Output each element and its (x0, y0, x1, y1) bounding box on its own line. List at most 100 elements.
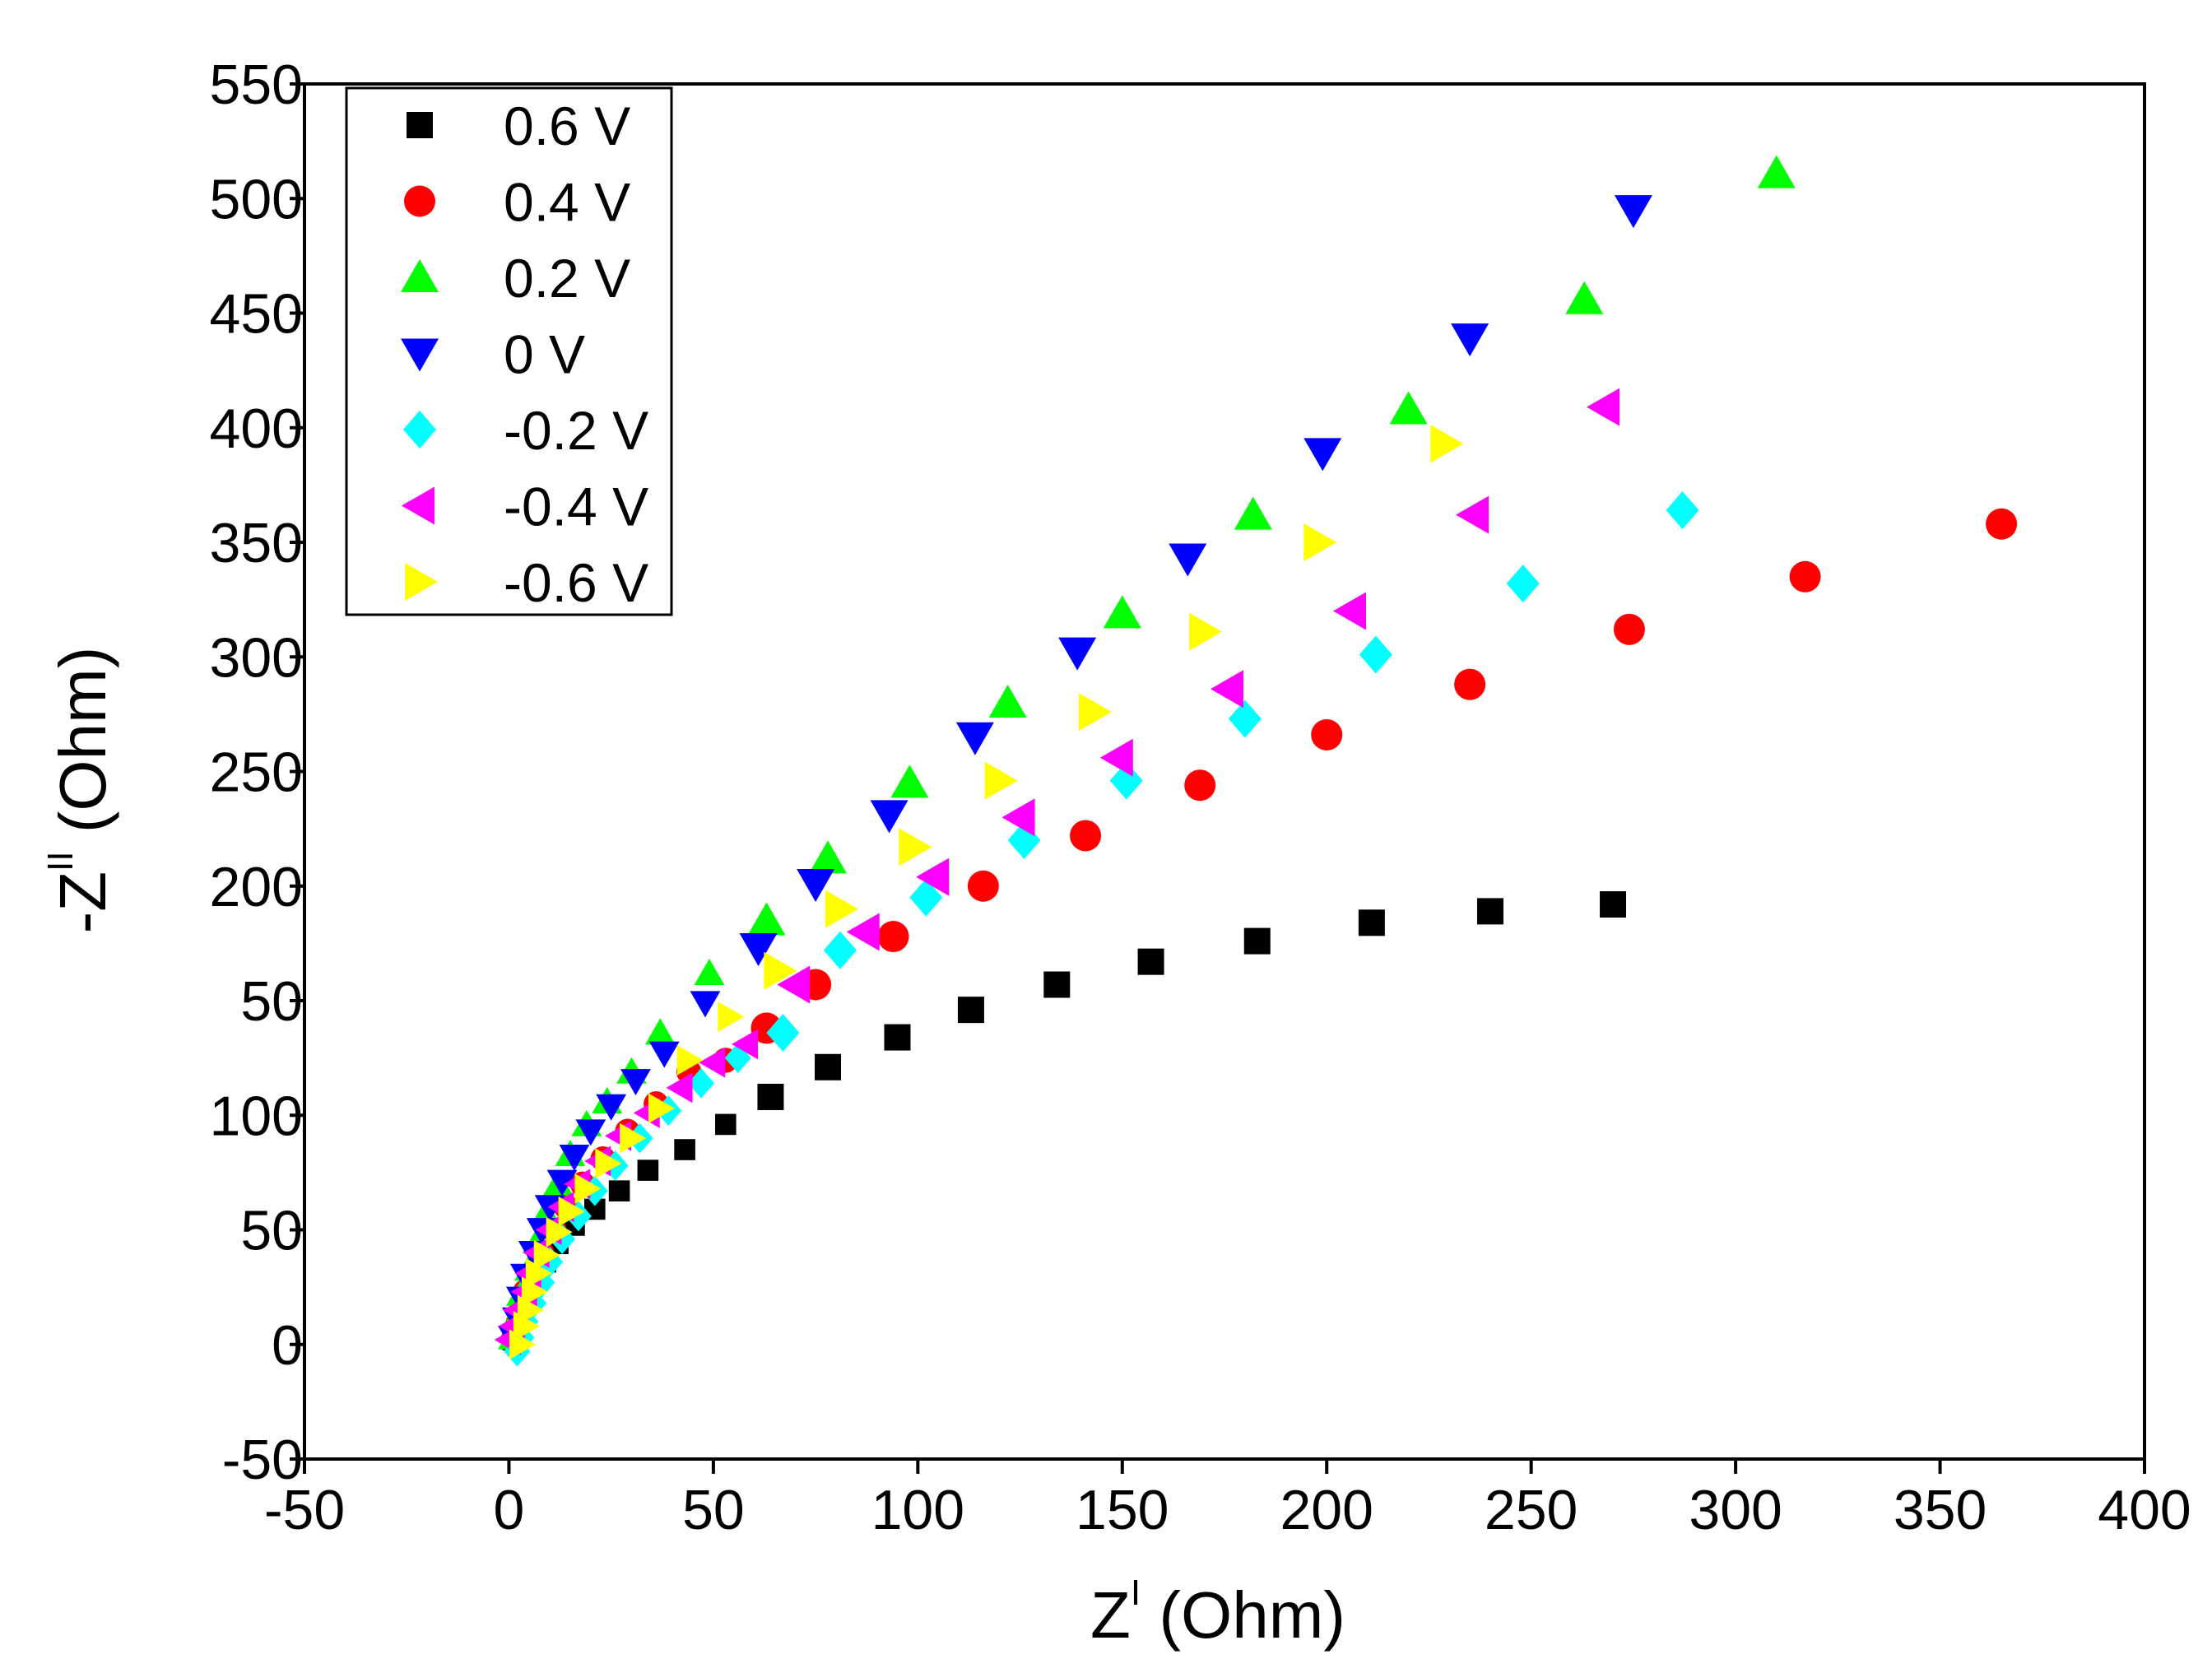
data-point (608, 1180, 630, 1201)
y-tick-label: 300 (210, 626, 303, 689)
data-point (984, 761, 1018, 800)
data-point (1456, 495, 1489, 534)
data-point (988, 684, 1027, 718)
data-point (1304, 523, 1337, 561)
data-point (1600, 891, 1627, 918)
data-point (1454, 668, 1486, 700)
data-point (757, 1083, 784, 1110)
data-point (559, 1144, 590, 1171)
data-point (1389, 391, 1428, 425)
data-point (884, 1024, 911, 1051)
legend-label: -0.6 V (504, 552, 648, 613)
data-point (1986, 508, 2018, 540)
data-point (1304, 438, 1342, 472)
data-point (1189, 612, 1223, 651)
data-point (777, 965, 811, 1004)
data-point (1789, 560, 1821, 593)
y-tick-label: 400 (210, 397, 303, 460)
data-point (1058, 637, 1097, 671)
data-point (797, 868, 835, 902)
data-point (699, 1047, 726, 1078)
data-point (1001, 798, 1035, 837)
x-tick-label: 250 (1485, 1479, 1578, 1541)
data-point (899, 828, 932, 867)
data-point (809, 840, 848, 874)
y-axis: -50 0 50 100 50 200 250 300 350 400 450 500 550 (210, 53, 304, 1491)
legend-label: 0 V (504, 324, 585, 385)
x-tick-label: 350 (1894, 1479, 1987, 1541)
data-point (1234, 496, 1272, 530)
data-point (1614, 195, 1652, 229)
data-point (595, 1148, 622, 1179)
data-point (1430, 425, 1464, 463)
legend-marker (407, 112, 433, 138)
data-point (1476, 898, 1503, 925)
data-point (690, 991, 721, 1018)
data-point (1451, 323, 1489, 357)
legend-marker (401, 338, 439, 372)
data-point (957, 997, 984, 1024)
data-point (890, 764, 929, 798)
data-point (525, 1258, 552, 1289)
y-tick-label: 100 (210, 1085, 303, 1147)
data-point (546, 1169, 578, 1197)
y-tick-label: 50 (240, 1200, 303, 1262)
data-point (546, 1216, 573, 1248)
data-point (870, 800, 908, 834)
data-point (1043, 971, 1071, 998)
data-point (1103, 595, 1141, 629)
legend-label: -0.2 V (504, 400, 648, 461)
data-point (955, 722, 994, 755)
data-point (1070, 820, 1102, 852)
data-point (620, 1122, 647, 1154)
series-7 (509, 425, 1464, 1360)
data-point (1099, 738, 1133, 777)
data-point (674, 1139, 695, 1160)
data-point (747, 902, 786, 936)
data-point (916, 857, 950, 896)
data-point (1184, 769, 1216, 802)
data-point (1359, 635, 1392, 674)
data-point (1109, 761, 1143, 800)
y-tick-label: 200 (210, 856, 303, 918)
y-tick-label: 550 (210, 53, 303, 116)
data-point (596, 1094, 627, 1121)
data-markers (494, 155, 2018, 1367)
data-point (846, 913, 880, 951)
data-point (764, 951, 797, 990)
y-tick-label: 250 (210, 741, 303, 804)
data-point (648, 1093, 675, 1124)
y-tick-label: 0 (272, 1314, 303, 1377)
data-point (648, 1041, 680, 1068)
data-point (575, 1119, 606, 1146)
legend-marker (404, 185, 435, 217)
legend-label: 0.4 V (504, 172, 630, 233)
x-tick-label: 400 (2098, 1479, 2191, 1541)
legend-label: -0.4 V (504, 476, 648, 537)
legend-marker (403, 411, 436, 448)
data-point (815, 1053, 842, 1080)
data-point (1311, 718, 1343, 751)
y-axis-title: -ZII (Ohm) (40, 647, 119, 934)
data-point (549, 1224, 576, 1255)
y-tick-label: 350 (210, 512, 303, 574)
data-point (694, 958, 725, 985)
data-point (825, 890, 858, 928)
data-point (574, 1173, 602, 1204)
legend-label: 0.2 V (504, 248, 630, 309)
y-tick-label: 450 (210, 283, 303, 346)
x-tick-label: 150 (1076, 1479, 1169, 1541)
legend: 0.6 V 0.4 V 0.2 V 0 V -0.2 V -0.4 V -0.6 V (345, 86, 673, 616)
x-tick-label: 0 (494, 1479, 525, 1541)
data-point (644, 1018, 676, 1045)
legend-marker (405, 563, 438, 601)
legend-marker (401, 259, 439, 292)
data-point (1078, 693, 1112, 732)
x-axis-title: ZI (Ohm) (1090, 1573, 1345, 1652)
data-point (967, 870, 999, 902)
x-tick-label: -50 (264, 1479, 345, 1541)
data-point (739, 932, 778, 966)
x-tick-label: 200 (1280, 1479, 1373, 1541)
